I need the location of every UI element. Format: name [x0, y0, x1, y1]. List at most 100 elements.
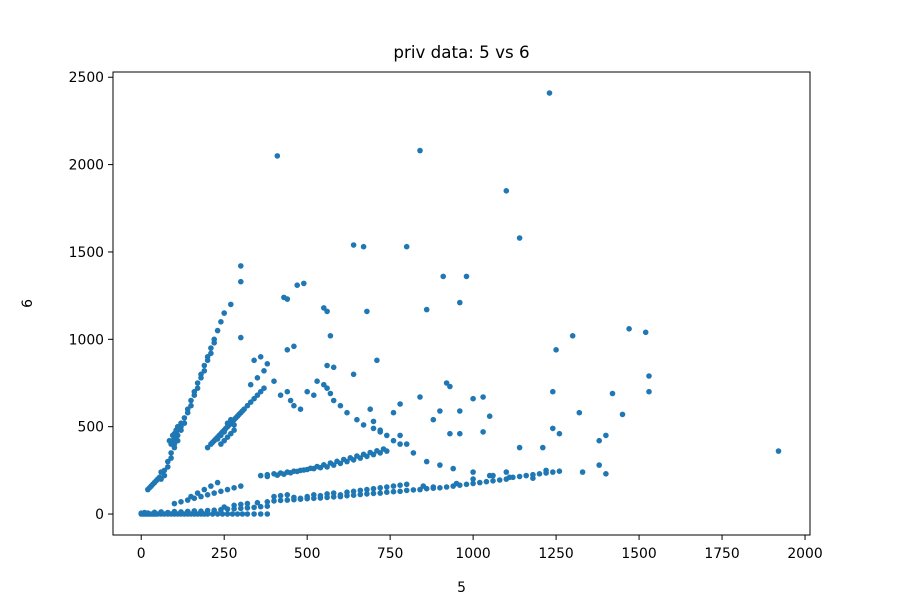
data-point — [324, 308, 330, 315]
data-point — [218, 488, 224, 495]
data-point — [443, 484, 450, 490]
data-point — [324, 385, 330, 392]
data-point — [350, 242, 357, 248]
data-point — [284, 497, 291, 503]
data-point — [188, 493, 194, 500]
x-tick-label: 500 — [294, 546, 321, 562]
data-point — [330, 364, 337, 371]
data-point — [516, 473, 523, 480]
data-point — [403, 441, 410, 447]
data-point — [377, 429, 384, 435]
data-point — [324, 362, 330, 369]
data-point — [198, 375, 204, 381]
data-point — [367, 449, 374, 456]
data-point — [201, 368, 208, 374]
data-point — [257, 472, 264, 479]
data-point — [271, 498, 277, 504]
data-point — [198, 493, 204, 500]
data-point — [251, 357, 257, 364]
data-point — [380, 446, 387, 452]
data-point — [357, 487, 364, 494]
data-point — [337, 492, 344, 498]
data-point — [397, 401, 403, 407]
x-axis-ticks: 0 250 500 750 1000 1250 1500 1750 2000 — [137, 535, 823, 562]
data-point — [191, 508, 198, 514]
data-point — [364, 486, 370, 493]
data-point — [360, 243, 367, 250]
data-point — [301, 467, 307, 473]
data-point — [204, 507, 211, 514]
data-point — [377, 485, 384, 491]
y-axis-label: 6 — [20, 299, 36, 308]
data-point — [440, 273, 447, 280]
data-point — [291, 402, 297, 409]
data-point — [390, 488, 397, 495]
data-point — [178, 420, 184, 427]
data-point — [536, 471, 543, 477]
data-point — [626, 326, 632, 332]
data-point — [437, 485, 443, 491]
data-point — [178, 499, 184, 505]
data-point — [619, 411, 626, 418]
data-point — [775, 448, 782, 454]
data-point — [238, 334, 244, 341]
data-point — [447, 430, 453, 437]
x-tick-label: 1250 — [538, 546, 573, 562]
data-point — [228, 416, 234, 423]
x-tick-label: 0 — [137, 546, 146, 562]
data-point — [390, 483, 397, 489]
chart-title: priv data: 5 vs 6 — [393, 42, 529, 62]
data-point — [228, 301, 234, 308]
data-point — [234, 511, 241, 517]
data-point — [257, 354, 264, 360]
data-point — [168, 455, 174, 461]
data-point — [218, 441, 224, 447]
data-point — [257, 388, 264, 395]
data-point — [397, 488, 403, 495]
data-point — [417, 147, 423, 154]
data-point — [194, 490, 201, 496]
data-point — [347, 455, 354, 461]
data-point — [238, 278, 244, 285]
data-point — [463, 273, 470, 280]
data-point — [274, 153, 281, 159]
data-point — [145, 510, 151, 516]
data-point — [284, 388, 291, 395]
data-point — [297, 495, 304, 502]
data-point — [264, 511, 271, 517]
y-tick-label: 1500 — [69, 245, 104, 261]
data-point — [354, 453, 360, 459]
data-point — [437, 408, 443, 414]
data-point — [165, 464, 171, 470]
data-point — [165, 509, 171, 516]
data-point — [181, 415, 188, 421]
data-point — [247, 399, 254, 406]
data-point — [294, 468, 301, 475]
data-point — [374, 448, 380, 454]
data-point — [208, 483, 214, 489]
data-point — [556, 430, 563, 437]
data-point — [397, 441, 403, 447]
x-tick-label: 1000 — [455, 546, 490, 562]
data-point — [194, 385, 201, 392]
data-point — [188, 397, 194, 404]
data-point — [540, 444, 546, 451]
data-point — [204, 444, 211, 451]
data-point — [423, 458, 430, 465]
data-point — [214, 327, 221, 334]
data-point — [184, 409, 191, 416]
data-point — [214, 479, 221, 486]
data-point — [218, 432, 224, 439]
data-point — [224, 511, 231, 517]
data-point — [344, 489, 350, 496]
data-point — [264, 473, 271, 480]
data-point — [161, 472, 168, 479]
data-point — [463, 481, 470, 488]
data-point — [470, 476, 476, 482]
data-point — [271, 493, 277, 500]
data-point — [238, 501, 244, 508]
data-point — [321, 305, 327, 311]
data-point — [550, 388, 556, 395]
data-point — [423, 306, 430, 313]
